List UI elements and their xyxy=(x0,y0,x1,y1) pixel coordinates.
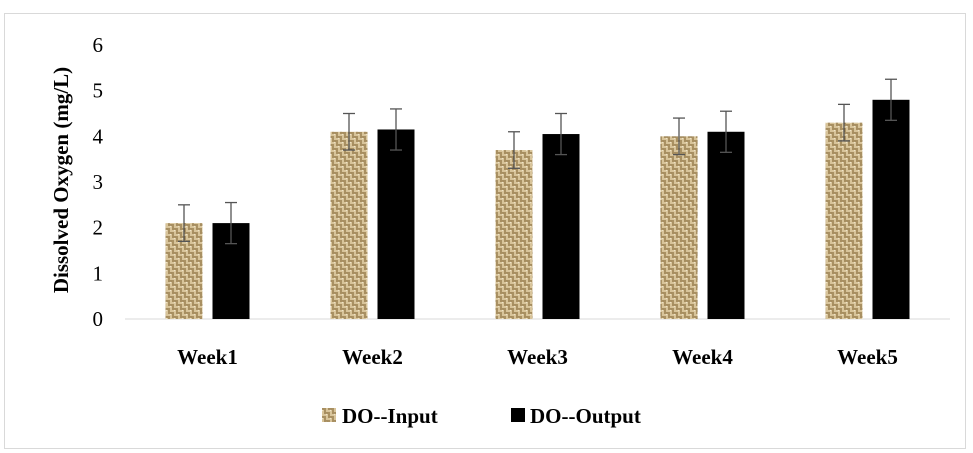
x-tick-label: Week1 xyxy=(177,345,238,369)
chart-frame xyxy=(4,13,966,449)
bar xyxy=(872,99,910,319)
legend-label: DO--Input xyxy=(342,404,438,428)
category-labels: Week1 Week2 Week3 Week4 Week5 xyxy=(177,345,898,369)
y-axis-title: Dissolved Oxygen (mg/L) xyxy=(49,67,73,293)
bar xyxy=(660,136,698,319)
error-bars xyxy=(178,78,897,245)
bars xyxy=(165,99,910,319)
x-tick-label: Week4 xyxy=(672,345,733,369)
bar xyxy=(825,122,863,319)
x-tick-label: Week5 xyxy=(837,345,898,369)
bar xyxy=(330,131,368,319)
bar xyxy=(707,131,745,319)
y-tick-label: 2 xyxy=(93,216,104,240)
bar xyxy=(377,129,415,319)
x-tick-label: Week3 xyxy=(507,345,568,369)
legend-swatch xyxy=(322,408,336,422)
y-tick-label: 4 xyxy=(93,124,104,148)
y-tick-label: 0 xyxy=(93,307,104,331)
legend: DO--Input DO--Output xyxy=(322,404,641,428)
y-tick-label: 5 xyxy=(93,79,104,103)
y-tick-label: 6 xyxy=(93,33,104,57)
bar xyxy=(495,150,533,319)
y-axis-ticks: 0 1 2 3 4 5 6 xyxy=(93,33,104,331)
y-tick-label: 1 xyxy=(93,261,104,285)
bar xyxy=(542,134,580,319)
y-tick-label: 3 xyxy=(93,170,104,194)
legend-label: DO--Output xyxy=(530,404,641,428)
legend-swatch xyxy=(511,408,525,422)
x-tick-label: Week2 xyxy=(342,345,403,369)
